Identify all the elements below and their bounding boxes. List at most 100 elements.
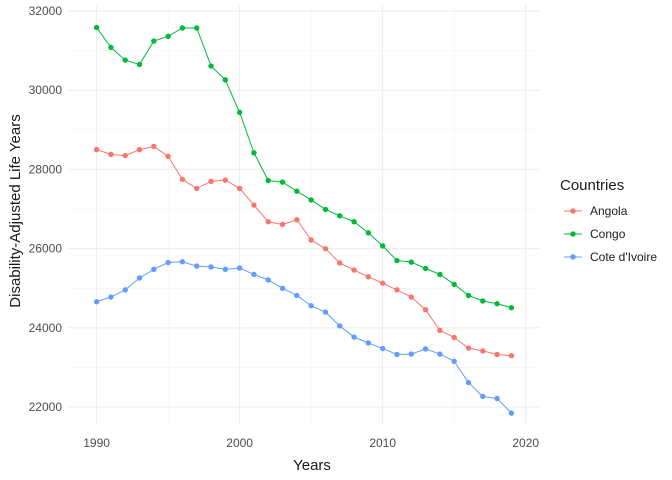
data-point-angola — [408, 294, 414, 300]
data-point-cote-d-ivoire — [422, 346, 429, 352]
data-point-angola — [351, 267, 357, 273]
data-point-angola — [394, 287, 400, 293]
data-point-cote-d-ivoire — [194, 263, 200, 269]
x-tick-label: 2000 — [226, 436, 253, 450]
legend-item-cote-d-ivoire: Cote d'Ivoire — [564, 250, 657, 264]
data-point-angola — [294, 217, 300, 223]
legend-key-point — [570, 231, 576, 237]
x-axis-title: Years — [293, 457, 331, 474]
data-point-congo — [508, 305, 515, 311]
data-point-cote-d-ivoire — [208, 264, 214, 270]
series-cote-d-ivoire — [93, 259, 515, 416]
data-point-angola — [122, 152, 128, 159]
legend-label: Angola — [590, 204, 628, 218]
data-point-congo — [451, 281, 457, 288]
legend-item-congo: Congo — [564, 227, 626, 241]
data-point-cote-d-ivoire — [351, 334, 357, 340]
data-point-angola — [108, 151, 114, 158]
series-layer — [93, 24, 515, 416]
data-point-cote-d-ivoire — [337, 323, 343, 329]
data-point-cote-d-ivoire — [108, 294, 114, 300]
series-line-congo — [96, 27, 512, 309]
data-point-cote-d-ivoire — [165, 259, 171, 266]
x-tick-label: 2010 — [369, 436, 396, 450]
data-point-angola — [437, 327, 443, 334]
data-point-congo — [465, 292, 472, 299]
data-point-cote-d-ivoire — [365, 340, 372, 346]
data-point-congo — [122, 57, 128, 63]
data-point-angola — [151, 143, 157, 150]
data-point-congo — [437, 271, 443, 278]
series-line-cote-d-ivoire — [96, 261, 512, 414]
data-point-cote-d-ivoire — [322, 309, 329, 315]
data-point-cote-d-ivoire — [494, 395, 500, 402]
data-point-angola — [208, 178, 214, 185]
data-point-cote-d-ivoire — [279, 285, 286, 292]
x-tick-label: 2020 — [512, 436, 539, 450]
x-axis-tick-labels: 1990 2000 2010 2020 — [83, 436, 539, 450]
data-point-congo — [179, 25, 186, 31]
y-tick-label: 24000 — [29, 321, 63, 335]
data-point-cote-d-ivoire — [394, 351, 400, 358]
data-point-angola — [465, 345, 472, 351]
legend: Countries Angola Congo Cote d'Ivoire — [560, 177, 657, 264]
data-point-congo — [308, 197, 314, 203]
data-point-cote-d-ivoire — [379, 345, 386, 352]
data-point-angola — [93, 146, 100, 153]
data-point-angola — [222, 177, 229, 183]
data-point-cote-d-ivoire — [179, 259, 186, 265]
data-point-congo — [279, 179, 286, 185]
data-point-congo — [108, 44, 114, 51]
series-angola — [93, 143, 515, 359]
data-point-congo — [422, 265, 429, 272]
data-point-congo — [251, 150, 257, 156]
data-point-angola — [365, 274, 372, 280]
data-point-angola — [136, 146, 143, 153]
data-point-cote-d-ivoire — [251, 271, 257, 278]
legend-key-point — [570, 208, 576, 214]
data-point-congo — [480, 298, 486, 304]
series-congo — [93, 24, 515, 311]
legend-key-point — [570, 254, 576, 260]
data-point-angola — [279, 221, 286, 228]
data-point-congo — [165, 33, 171, 40]
data-point-cote-d-ivoire — [451, 358, 457, 364]
data-point-cote-d-ivoire — [508, 410, 515, 416]
data-point-cote-d-ivoire — [222, 266, 229, 272]
data-point-congo — [379, 243, 386, 249]
data-point-angola — [165, 153, 171, 160]
data-point-congo — [208, 63, 214, 69]
data-point-cote-d-ivoire — [437, 351, 443, 357]
data-point-angola — [508, 352, 515, 359]
data-point-congo — [136, 61, 143, 68]
data-point-angola — [322, 245, 329, 252]
data-point-angola — [236, 185, 243, 192]
data-point-cote-d-ivoire — [136, 275, 143, 281]
data-point-congo — [294, 188, 300, 194]
data-point-congo — [265, 177, 271, 184]
y-tick-label: 22000 — [29, 400, 63, 414]
data-point-congo — [337, 213, 343, 219]
legend-label: Congo — [590, 227, 626, 241]
data-point-congo — [408, 259, 414, 265]
data-point-congo — [222, 77, 229, 83]
data-point-cote-d-ivoire — [408, 351, 414, 357]
data-point-congo — [151, 38, 157, 44]
minor-gridlines — [68, 5, 540, 425]
data-point-angola — [451, 334, 457, 341]
x-tick-label: 1990 — [83, 436, 110, 450]
y-tick-label: 26000 — [29, 242, 63, 256]
data-point-congo — [351, 219, 357, 225]
series-line-angola — [96, 145, 512, 357]
data-point-angola — [308, 237, 314, 243]
data-point-congo — [322, 206, 329, 213]
data-point-angola — [494, 351, 500, 358]
data-point-cote-d-ivoire — [294, 292, 300, 299]
major-gridlines — [68, 5, 540, 425]
data-point-angola — [379, 280, 386, 286]
legend-item-angola: Angola — [564, 204, 628, 218]
legend-title: Countries — [560, 177, 624, 194]
data-point-angola — [480, 348, 486, 354]
data-point-congo — [494, 301, 500, 307]
